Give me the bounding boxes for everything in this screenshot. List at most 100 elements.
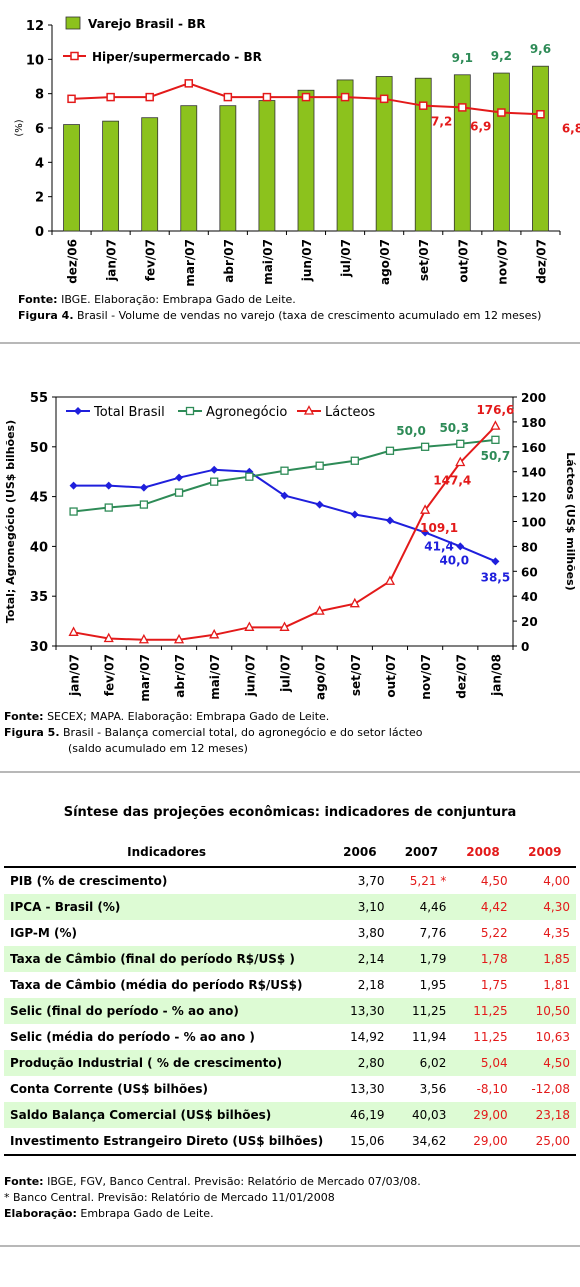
indicator-label: Taxa de Câmbio (média do período R$/US$) — [10, 978, 303, 992]
point-data-label: 109,1 — [420, 521, 458, 535]
projections-table: Indicadores 2006 2007 2008 2009 PIB (% de cre… — [4, 838, 576, 1156]
series-marker — [209, 628, 220, 639]
series-marker — [244, 621, 255, 631]
series-marker — [280, 466, 289, 475]
figure-5: 30 35 40 45 50 55 0 20 40 60 80 100 120 140 160 180 200 j… — [0, 380, 580, 770]
table-row: Taxa de Câmbio (final do período R$/US$ … — [4, 946, 576, 972]
table-cell: 34,62 — [390, 1128, 453, 1156]
table-row: IGP-M (%) 3,80 7,76 5,22 4,35 — [4, 920, 576, 946]
series-marker — [210, 465, 219, 474]
table-cell: 4,00 — [543, 874, 570, 888]
table-cell: 1,95 — [419, 978, 447, 992]
table-cell: 11,25 — [390, 998, 453, 1024]
figure-text: Brasil - Volume de vendas no varejo (tax… — [73, 309, 542, 322]
indicator-label: Investimento Estrangeiro Direto (US$ bil… — [4, 1128, 330, 1156]
series-marker — [420, 504, 431, 514]
y-tick-label: 10 — [26, 53, 44, 68]
table-row: PIB (% de crescimento) 3,70 5,21 * 4,50 4,00 — [4, 867, 576, 894]
x-tick-label: mar/07 — [183, 239, 197, 287]
bar — [258, 100, 276, 232]
x-tick-label: jan/07 — [105, 239, 119, 282]
table-cell: 2,14 — [329, 946, 391, 972]
indicator-label: Selic (média do período - % ao ano ) — [10, 1030, 255, 1044]
table-cell: 11,94 — [411, 1030, 447, 1044]
x-tick-label: out/07 — [384, 654, 398, 698]
x-tick-label: jun/07 — [243, 654, 257, 697]
series-marker — [173, 633, 185, 644]
series-marker — [280, 491, 289, 500]
table-cell: 5,21 * — [409, 874, 447, 888]
x-tick-label: mai/07 — [208, 654, 222, 700]
legend-label: Total Brasil — [93, 405, 165, 420]
table-cell: 4,42 — [452, 894, 514, 920]
series-marker — [456, 542, 465, 551]
x-tick-label: dez/07 — [534, 239, 548, 284]
series-marker — [491, 557, 500, 566]
series-marker — [420, 442, 430, 451]
series-marker — [104, 503, 113, 512]
indicator-label: IPCA - Brasil (%) — [4, 894, 330, 920]
series-marker — [491, 435, 500, 444]
table-cell: 3,70 — [357, 874, 385, 888]
series-marker — [385, 516, 394, 525]
series-marker — [210, 477, 219, 486]
legend: Varejo Brasil - BR Hiper/supermercado - B… — [63, 16, 262, 64]
series-marker — [68, 626, 79, 636]
table-cell: 5,22 — [480, 926, 508, 940]
table-title: Síntese das projeções econômicas: indica… — [63, 805, 517, 820]
legend-bar-label: Varejo Brasil - BR — [88, 17, 206, 31]
divider — [0, 342, 580, 344]
series-marker — [456, 439, 465, 448]
y-left-tick-label: 55 — [30, 391, 48, 406]
x-tick-label: jun/07 — [300, 239, 314, 282]
indicator-label: IGP-M (%) — [10, 926, 77, 940]
series-marker — [69, 507, 78, 516]
y-right-tick-label: 0 — [521, 640, 529, 654]
y-axis-label: (%) — [14, 119, 25, 136]
indicator-label: Saldo Balança Comercial (US$ bilhões) — [4, 1102, 330, 1128]
table-cell: 13,30 — [350, 1082, 385, 1096]
y-right-tick-label: 160 — [521, 441, 546, 455]
series-marker — [315, 461, 324, 470]
table-cell: 1,85 — [513, 946, 576, 972]
x-tick-label: nov/07 — [419, 654, 433, 700]
point-data-label: 41,4 — [424, 539, 454, 553]
table-cell: 10,50 — [513, 998, 576, 1024]
series-marker — [384, 575, 396, 585]
bar — [414, 77, 432, 232]
series-marker — [139, 500, 149, 509]
retail-sales-chart: 0 2 4 6 8 10 12 (%) dez/06 jan/07 fev/07 mar/07 abr/… — [14, 16, 580, 287]
x-tick-label: mai/07 — [261, 239, 275, 285]
x-tick-label: abr/07 — [173, 654, 187, 698]
table-row: Taxa de Câmbio (média do período R$/US$)… — [4, 972, 576, 998]
line-marker — [418, 101, 428, 110]
series-marker — [349, 597, 360, 608]
indicator-label: Selic (final do período - % ao ano) — [4, 998, 330, 1024]
x-tick-label: dez/07 — [454, 654, 468, 699]
point-data-label: 50,7 — [481, 449, 511, 463]
table-cell: 23,18 — [513, 1102, 576, 1128]
table-row: Selic (média do período - % ao ano ) 14,9… — [4, 1024, 576, 1050]
line-marker — [340, 92, 350, 102]
legend-line-marker — [70, 51, 79, 61]
y-tick-label: 2 — [35, 191, 44, 206]
x-tick-label: nov/07 — [495, 239, 509, 285]
legend-marker — [185, 406, 195, 416]
table-cell: 1,79 — [390, 946, 453, 972]
figure-4-caption: Fonte: IBGE. Elaboração: Embrapa Gado de… — [18, 292, 541, 324]
bar — [375, 76, 393, 232]
table-cell: -8,10 — [476, 1082, 508, 1096]
bar — [336, 79, 354, 232]
y-right-tick-label: 40 — [521, 590, 538, 604]
figure-text: Brasil - Balança comercial total, do agr… — [59, 726, 423, 739]
bar-data-label: 9,1 — [452, 51, 473, 65]
bar — [141, 117, 159, 232]
figure-label: Figura 5. — [4, 726, 60, 739]
y-right-axis-label: Lácteos (US$ milhões) — [564, 452, 577, 590]
indicator-label: Conta Corrente (US$ bilhões) — [10, 1082, 208, 1096]
table-cell: 29,00 — [452, 1128, 514, 1156]
y-tick-label: 8 — [35, 88, 44, 103]
table-row: Selic (final do período - % ao ano) 13,30… — [4, 998, 576, 1024]
line-marker — [106, 92, 115, 102]
line-data-label: 7,2 — [431, 114, 452, 128]
